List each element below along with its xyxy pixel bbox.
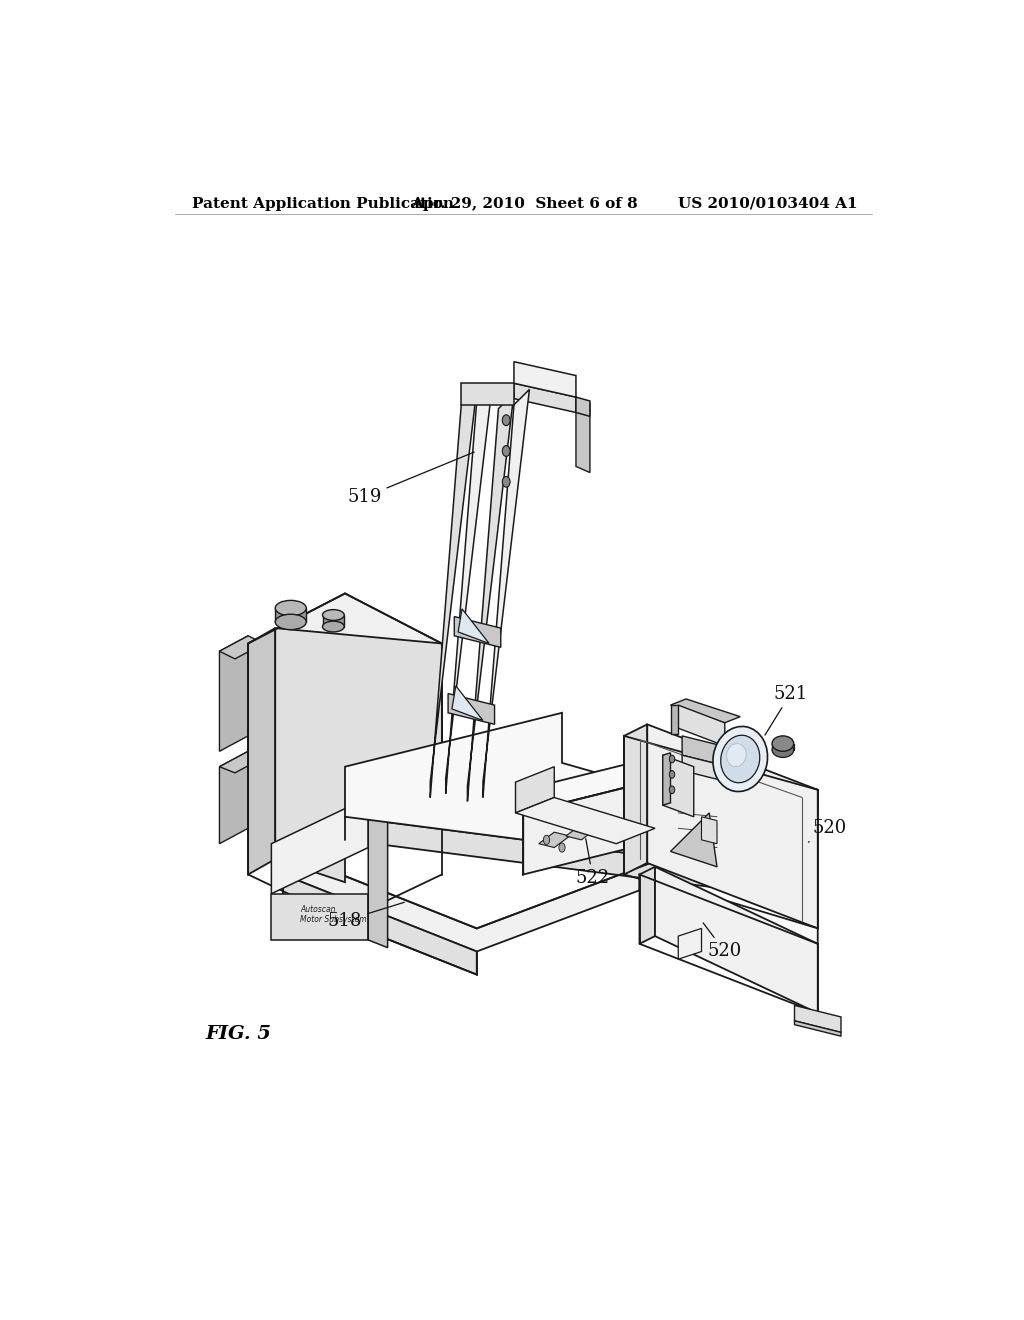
Ellipse shape	[323, 622, 344, 632]
Polygon shape	[624, 737, 818, 813]
Polygon shape	[248, 594, 442, 817]
Polygon shape	[515, 797, 655, 843]
Polygon shape	[455, 616, 501, 647]
Polygon shape	[271, 797, 369, 894]
Polygon shape	[663, 752, 671, 805]
Ellipse shape	[772, 742, 794, 758]
Text: 520: 520	[808, 820, 847, 842]
Polygon shape	[345, 817, 764, 894]
Polygon shape	[452, 686, 483, 721]
Polygon shape	[795, 1020, 841, 1036]
Ellipse shape	[670, 755, 675, 763]
Polygon shape	[682, 755, 729, 781]
Polygon shape	[271, 894, 369, 940]
Ellipse shape	[544, 836, 550, 845]
Polygon shape	[219, 636, 263, 659]
Polygon shape	[655, 867, 818, 1014]
Polygon shape	[566, 825, 597, 840]
Text: Patent Application Publication: Patent Application Publication	[191, 197, 454, 211]
Text: FIG. 5: FIG. 5	[206, 1024, 271, 1043]
Ellipse shape	[503, 477, 510, 487]
Polygon shape	[640, 875, 818, 944]
Polygon shape	[283, 875, 477, 974]
Polygon shape	[539, 832, 569, 847]
Polygon shape	[483, 389, 529, 797]
Ellipse shape	[503, 446, 510, 457]
Polygon shape	[663, 755, 693, 817]
Polygon shape	[445, 385, 493, 793]
Polygon shape	[671, 705, 678, 734]
Polygon shape	[795, 1006, 841, 1032]
Text: 518: 518	[328, 903, 404, 929]
Polygon shape	[283, 843, 299, 875]
Polygon shape	[514, 362, 575, 397]
Text: 520: 520	[703, 923, 741, 961]
Ellipse shape	[503, 414, 510, 425]
Polygon shape	[640, 867, 655, 944]
Ellipse shape	[275, 601, 306, 616]
Polygon shape	[449, 693, 495, 725]
Polygon shape	[219, 636, 248, 751]
Ellipse shape	[727, 743, 746, 767]
Ellipse shape	[559, 843, 565, 853]
Polygon shape	[323, 615, 344, 627]
Polygon shape	[219, 751, 263, 774]
Polygon shape	[647, 725, 818, 928]
Polygon shape	[369, 797, 388, 948]
Polygon shape	[682, 737, 729, 767]
Ellipse shape	[275, 614, 306, 630]
Ellipse shape	[670, 771, 675, 779]
Polygon shape	[514, 383, 575, 412]
Ellipse shape	[713, 726, 768, 792]
Polygon shape	[430, 389, 477, 797]
Polygon shape	[575, 397, 590, 473]
Polygon shape	[647, 781, 686, 855]
Text: 519: 519	[347, 451, 474, 506]
Polygon shape	[283, 821, 764, 952]
Polygon shape	[624, 725, 647, 875]
Polygon shape	[671, 813, 717, 867]
Ellipse shape	[772, 737, 794, 751]
Polygon shape	[219, 751, 248, 843]
Polygon shape	[275, 628, 442, 882]
Polygon shape	[678, 928, 701, 960]
Polygon shape	[461, 383, 514, 405]
Polygon shape	[575, 397, 590, 416]
Polygon shape	[671, 700, 740, 723]
Polygon shape	[678, 705, 725, 746]
Polygon shape	[345, 713, 764, 871]
Ellipse shape	[323, 610, 344, 620]
Polygon shape	[523, 759, 647, 813]
Polygon shape	[701, 817, 717, 843]
Text: US 2010/0103404 A1: US 2010/0103404 A1	[679, 197, 858, 211]
Polygon shape	[458, 609, 489, 644]
Polygon shape	[248, 628, 275, 875]
Text: 521: 521	[765, 685, 808, 735]
Polygon shape	[515, 767, 554, 813]
Polygon shape	[523, 781, 647, 875]
Polygon shape	[275, 609, 306, 622]
Text: Apr. 29, 2010  Sheet 6 of 8: Apr. 29, 2010 Sheet 6 of 8	[412, 197, 638, 211]
Text: 522: 522	[575, 838, 610, 887]
Polygon shape	[467, 393, 514, 801]
Text: Autoscan
Motor Subsystem: Autoscan Motor Subsystem	[300, 904, 367, 924]
Ellipse shape	[670, 785, 675, 793]
Ellipse shape	[721, 735, 760, 783]
